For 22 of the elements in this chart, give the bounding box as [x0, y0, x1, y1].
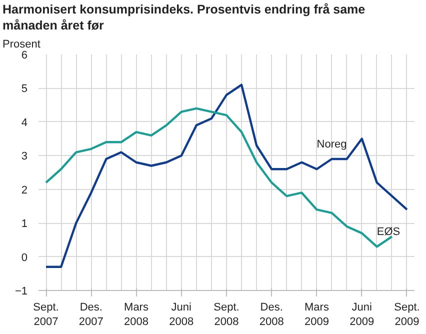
x-tick-label: Juni 2008 [169, 302, 194, 328]
y-tick-label: 3 [21, 150, 28, 163]
y-tick-label: 4 [21, 116, 28, 129]
x-tick-label: Sept. 2007 [33, 302, 59, 328]
line-series [44, 84, 408, 268]
x-tick-label: Sept. 2008 [214, 302, 240, 328]
x-tick-label: Des. 2008 [259, 302, 284, 328]
x-tick-label: Juni 2009 [350, 302, 374, 328]
y-tick-label: −1 [14, 286, 28, 298]
x-tick-label: Des. 2007 [78, 302, 104, 328]
x-tick-label: Sept. 2009 [394, 302, 420, 328]
x-tick-label: Mars 2008 [124, 302, 149, 328]
y-tick-label: 1 [21, 218, 28, 230]
x-tick-label: Mars 2009 [304, 302, 330, 328]
y-axis-title: Prosent [2, 38, 40, 50]
series-label: EØS [376, 226, 400, 238]
y-tick-label: 0 [21, 252, 28, 264]
y-tick-label: 5 [21, 83, 28, 96]
y-tick-label: 2 [21, 184, 28, 196]
chart-title: Harmonisert konsumprisindeks. Prosentvis endring frå same månaden året før [2, 2, 366, 32]
series-label: Noreg [316, 138, 347, 151]
y-tick-label: 6 [21, 50, 28, 62]
